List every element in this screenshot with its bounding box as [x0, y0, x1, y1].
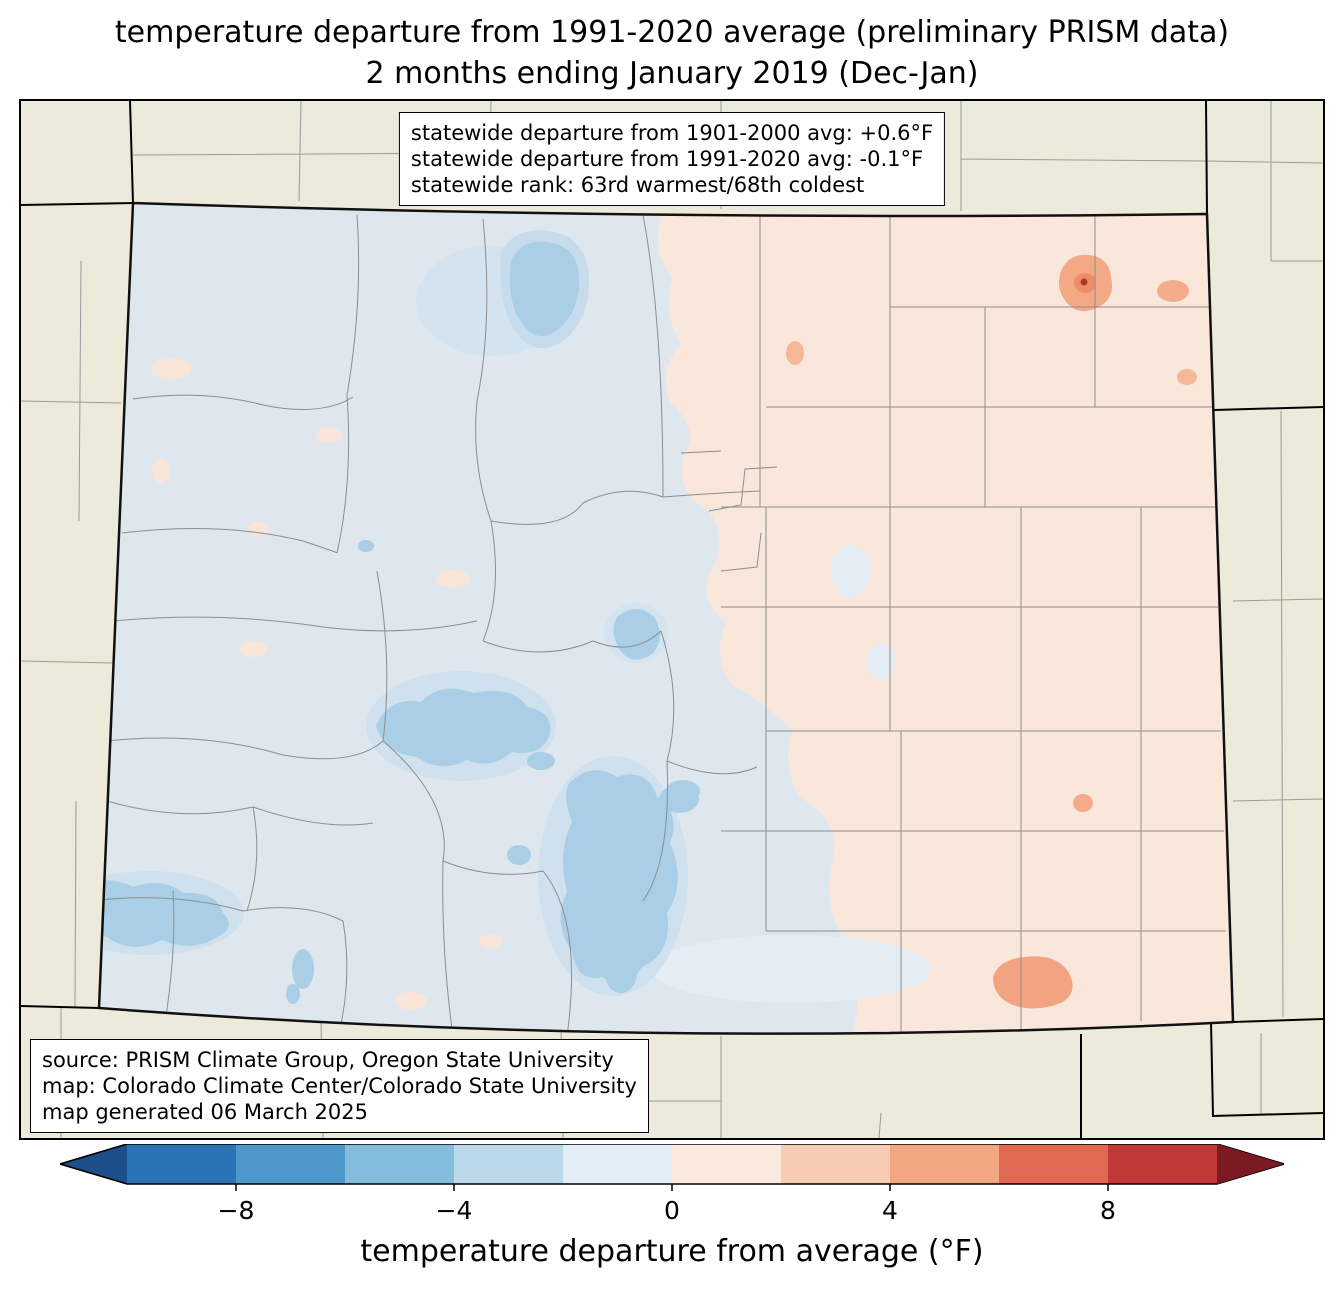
- colorbar-segment: [890, 1144, 1000, 1184]
- colorbar-segment: [1108, 1144, 1218, 1184]
- pale-cool-patches: [651, 545, 931, 1003]
- colorbar-title: temperature departure from average (°F): [360, 1234, 984, 1269]
- pale-warm-patches: [151, 302, 552, 1010]
- source-line-3: map generated 06 March 2025: [42, 1100, 369, 1124]
- neighbor-state-borders: [21, 101, 1323, 1138]
- map-panel: statewide departure from 1901-2000 avg: …: [19, 99, 1325, 1140]
- stats-box: statewide departure from 1901-2000 avg: …: [398, 112, 946, 206]
- colorbar-segment: [454, 1144, 564, 1184]
- colorado-state-border: [97, 201, 1235, 1035]
- title-line-2: 2 months ending January 2019 (Dec-Jan): [365, 56, 979, 91]
- stats-line-3: statewide rank: 63rd warmest/68th coldes…: [410, 173, 865, 197]
- colorbar-over-arrow: [1217, 1144, 1284, 1184]
- county-lines: [99, 214, 1226, 1034]
- colorado-anomaly-map: [21, 101, 1323, 1138]
- colorbar-segment: [127, 1144, 237, 1184]
- colorbar: [57, 1143, 1287, 1196]
- colorbar-segment: [672, 1144, 782, 1184]
- colorbar-segment: [345, 1144, 455, 1184]
- figure-title: temperature departure from 1991-2020 ave…: [0, 12, 1344, 94]
- colorbar-segment: [999, 1144, 1109, 1184]
- colorbar-tick-label: 8: [1100, 1196, 1116, 1225]
- cool-anomaly-blobs: [99, 241, 700, 1004]
- colorbar-tick-marks: [235, 1184, 1109, 1191]
- colorbar-segment: [236, 1144, 346, 1184]
- warm-anomaly-spots: [786, 254, 1197, 1009]
- colorbar-tick-label: 4: [882, 1196, 898, 1225]
- state-fill-warm: [653, 203, 1233, 1034]
- colorbar-segment: [563, 1144, 673, 1184]
- source-line-1: source: PRISM Climate Group, Oregon Stat…: [42, 1048, 614, 1072]
- source-box: source: PRISM Climate Group, Oregon Stat…: [30, 1039, 649, 1133]
- colorbar-under-arrow: [60, 1144, 127, 1184]
- stats-line-2: statewide departure from 1991-2020 avg: …: [410, 147, 924, 171]
- stats-line-1: statewide departure from 1901-2000 avg: …: [410, 121, 934, 145]
- colorbar-svg: [57, 1143, 1287, 1191]
- colorbar-tick-label: −4: [435, 1196, 473, 1225]
- colorbar-tick-label: 0: [664, 1196, 680, 1225]
- title-line-1: temperature departure from 1991-2020 ave…: [114, 15, 1230, 50]
- colorbar-tick-label: −8: [217, 1196, 255, 1225]
- source-line-2: map: Colorado Climate Center/Colorado St…: [42, 1074, 637, 1098]
- colorbar-segment: [781, 1144, 891, 1184]
